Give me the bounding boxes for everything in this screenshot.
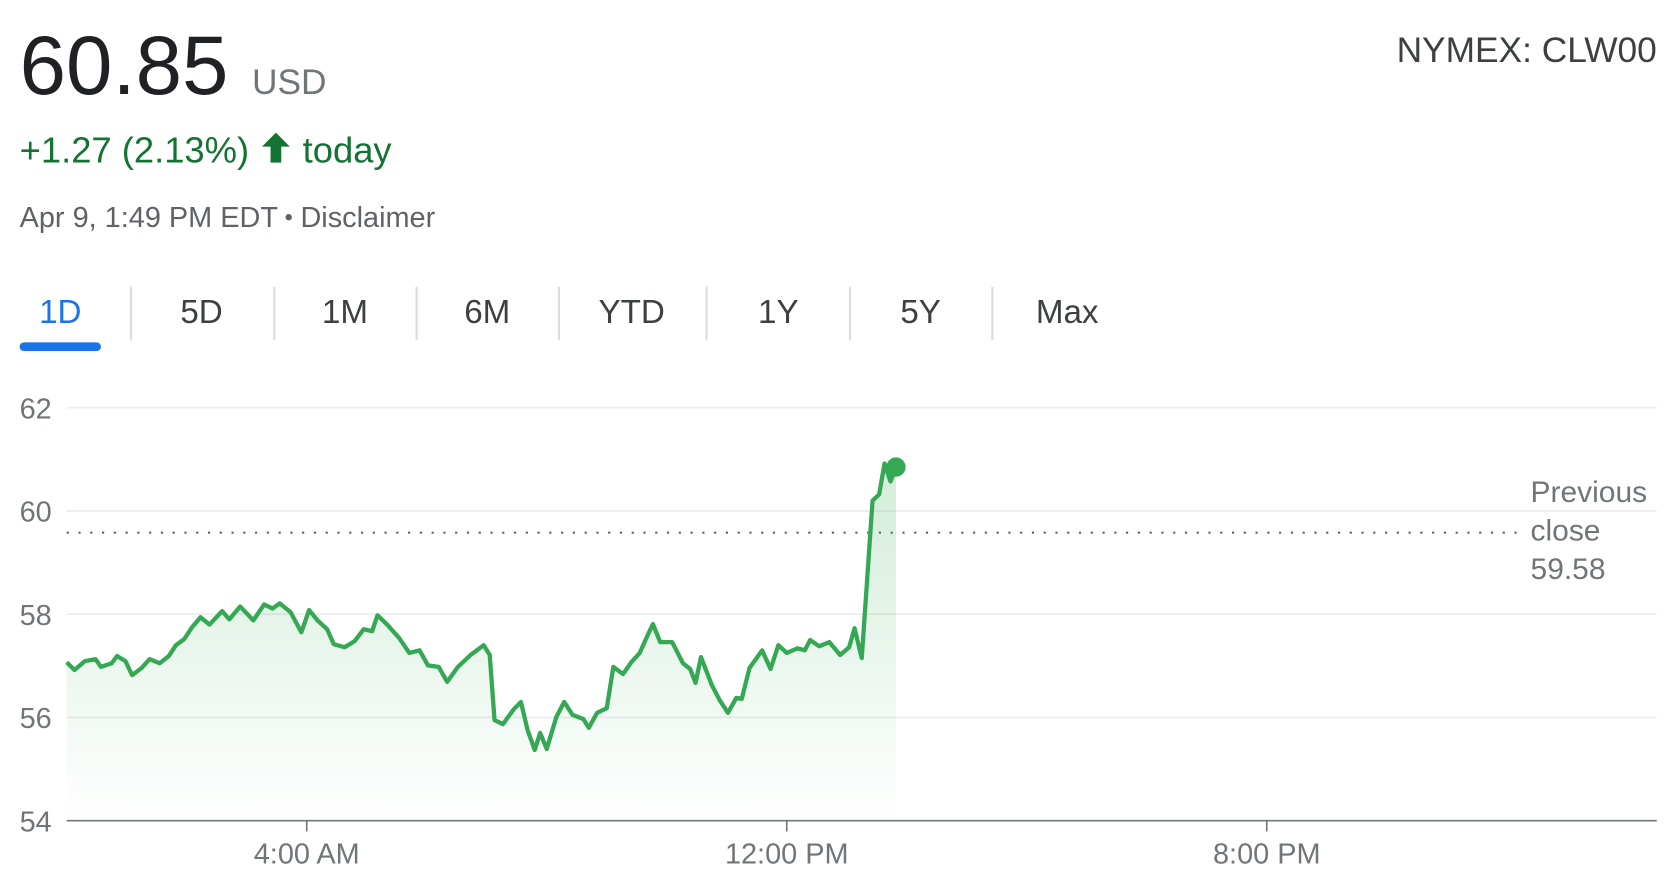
price-area <box>66 463 896 821</box>
currency: USD <box>252 63 327 102</box>
range-tab[interactable]: 5D <box>180 294 222 331</box>
previous-close-label: Previous close 59.58 <box>1531 473 1665 589</box>
range-tab[interactable]: 1Y <box>758 294 799 331</box>
x-tick-label: 8:00 PM <box>1213 839 1321 871</box>
previous-close-label-box: Previous close 59.58 <box>1531 473 1665 589</box>
separator-dot <box>285 214 292 221</box>
disclaimer-link[interactable]: Disclaimer <box>300 202 435 234</box>
last-price-dot <box>886 457 906 477</box>
active-tab-indicator <box>19 342 101 351</box>
x-tick-label: 4:00 AM <box>254 839 360 871</box>
previous-close-value: 59.58 <box>1530 552 1606 586</box>
y-tick-label: 62 <box>20 393 52 425</box>
y-tick-label: 54 <box>20 806 52 838</box>
range-tab[interactable]: Max <box>1036 294 1099 331</box>
range-tabs: 1D 5D 1M 6M YTD 1Y 5Y Max <box>19 286 1099 351</box>
range-tab[interactable]: 6M <box>464 294 510 331</box>
up-arrow-icon <box>261 132 290 163</box>
range-tab[interactable]: 1M <box>322 294 368 331</box>
range-tab[interactable]: 1D <box>39 294 81 331</box>
range-tab[interactable]: 5Y <box>900 294 941 331</box>
period: today <box>303 130 393 171</box>
up-arrow <box>261 132 290 163</box>
timestamp: Apr 9, 1:49 PM EDT <box>20 202 278 234</box>
x-tick-label: 12:00 PM <box>725 839 849 871</box>
change: +1.27 (2.13%) <box>20 130 250 171</box>
y-tick-label: 56 <box>20 703 52 735</box>
previous-close-text: Previous close <box>1530 475 1648 547</box>
y-tick-label: 60 <box>20 497 52 529</box>
y-tick-label: 58 <box>20 600 52 632</box>
range-tab[interactable]: YTD <box>599 294 665 331</box>
price: 60.85 <box>20 18 229 112</box>
chart: 54 56 58 60 62 4:00 AM 12:00 PM 8:00 PM Previous… <box>20 393 1665 871</box>
price-line <box>65 461 898 753</box>
ticker: NYMEX: CLW00 <box>1397 31 1657 70</box>
